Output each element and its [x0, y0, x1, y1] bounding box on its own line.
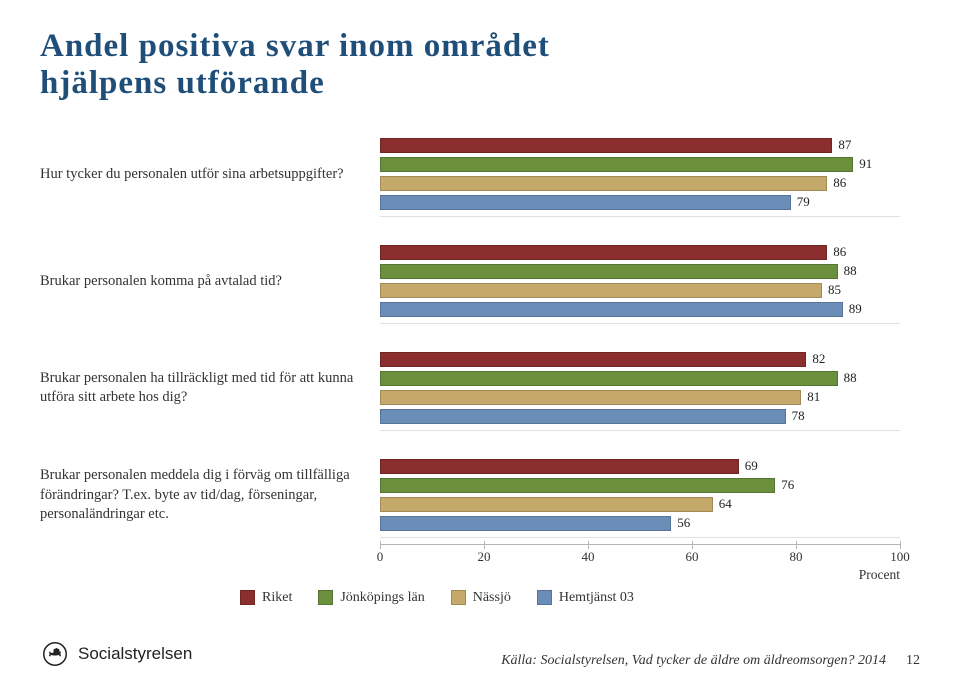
- footer: Socialstyrelsen Källa: Socialstyrelsen, …: [40, 639, 920, 669]
- bar-row: 91: [380, 157, 900, 172]
- question-row: Brukar personalen ha tillräckligt med ti…: [40, 346, 920, 431]
- axis-tick: 60: [686, 545, 699, 565]
- title-line1: Andel positiva svar inom området: [40, 28, 550, 64]
- legend-label: Jönköpings län: [340, 590, 424, 606]
- bar-row: 64: [380, 497, 900, 512]
- axis-tick: 20: [478, 545, 491, 565]
- bar-row: 76: [380, 478, 900, 493]
- bar-group: 69 76 64 56: [380, 453, 900, 538]
- bar: [380, 516, 671, 531]
- legend-swatch: [451, 590, 466, 605]
- bar: [380, 245, 827, 260]
- axis-tick: 100: [890, 545, 910, 565]
- bar-row: 78: [380, 409, 900, 424]
- bar-row: 88: [380, 264, 900, 279]
- bar-value-label: 78: [786, 408, 805, 424]
- legend-item: Riket: [240, 590, 292, 606]
- bar-row: 88: [380, 371, 900, 386]
- axis-tick: 0: [377, 545, 384, 565]
- legend-label: Riket: [262, 590, 292, 606]
- legend-item: Hemtjänst 03: [537, 590, 634, 606]
- bar: [380, 176, 827, 191]
- bar-value-label: 86: [827, 244, 846, 260]
- bar-row: 86: [380, 245, 900, 260]
- bar-row: 56: [380, 516, 900, 531]
- bar-group: 86 88 8589: [380, 239, 900, 324]
- bar-row: 89: [380, 302, 900, 317]
- page-title: Andel positiva svar inom området hjälpen…: [40, 28, 920, 102]
- bar: [380, 409, 786, 424]
- question-label: Brukar personalen meddela dig i förväg o…: [40, 466, 380, 525]
- question-row: Brukar personalen komma på avtalad tid?8…: [40, 239, 920, 324]
- legend-item: Jönköpings län: [318, 590, 424, 606]
- bar-row: 81: [380, 390, 900, 405]
- bar-value-label: 91: [853, 156, 872, 172]
- question-row: Brukar personalen meddela dig i förväg o…: [40, 453, 920, 538]
- axis-tick: 40: [582, 545, 595, 565]
- bar-value-label: 56: [671, 515, 690, 531]
- bar-row: 79: [380, 195, 900, 210]
- bar-value-label: 64: [713, 496, 732, 512]
- bar-value-label: 79: [791, 194, 810, 210]
- legend-swatch: [240, 590, 255, 605]
- page-number: 12: [890, 653, 920, 669]
- slide: Andel positiva svar inom området hjälpen…: [0, 0, 960, 683]
- bar: [380, 283, 822, 298]
- bar-value-label: 85: [822, 282, 841, 298]
- bar: [380, 264, 838, 279]
- bar-value-label: 81: [801, 389, 820, 405]
- bar-value-label: 82: [806, 351, 825, 367]
- title-line2: hjälpens utförande: [40, 65, 325, 101]
- legend-swatch: [318, 590, 333, 605]
- bar: [380, 302, 843, 317]
- bar: [380, 195, 791, 210]
- axis-title: Procent: [859, 567, 900, 583]
- legend-label: Nässjö: [473, 590, 511, 606]
- legend-item: Nässjö: [451, 590, 511, 606]
- bar-chart: Hur tycker du personalen utför sina arbe…: [40, 132, 920, 538]
- socialstyrelsen-icon: [40, 639, 70, 669]
- bar: [380, 497, 713, 512]
- source-text: Källa: Socialstyrelsen, Vad tycker de äl…: [501, 653, 886, 668]
- legend-label: Hemtjänst 03: [559, 590, 634, 606]
- bar-value-label: 76: [775, 477, 794, 493]
- bar-value-label: 88: [838, 263, 857, 279]
- question-label: Hur tycker du personalen utför sina arbe…: [40, 165, 380, 185]
- question-label: Brukar personalen komma på avtalad tid?: [40, 272, 380, 292]
- x-axis: Procent 0 20 40 60 80 100: [40, 544, 920, 584]
- bar-value-label: 69: [739, 458, 758, 474]
- bar-value-label: 86: [827, 175, 846, 191]
- bar-value-label: 89: [843, 301, 862, 317]
- bar-row: 69: [380, 459, 900, 474]
- bar-row: 85: [380, 283, 900, 298]
- bar-group: 8791 86 79: [380, 132, 900, 217]
- bar-row: 86: [380, 176, 900, 191]
- logo-text: Socialstyrelsen: [78, 644, 192, 664]
- bar: [380, 138, 832, 153]
- source-line: Källa: Socialstyrelsen, Vad tycker de äl…: [501, 651, 920, 669]
- bar-row: 87: [380, 138, 900, 153]
- bar-row: 82: [380, 352, 900, 367]
- bar: [380, 459, 739, 474]
- bar-value-label: 87: [832, 137, 851, 153]
- bar: [380, 390, 801, 405]
- bar: [380, 478, 775, 493]
- bar: [380, 371, 838, 386]
- axis-tick: 80: [790, 545, 803, 565]
- question-label: Brukar personalen ha tillräckligt med ti…: [40, 369, 380, 408]
- bar-value-label: 88: [838, 370, 857, 386]
- legend-swatch: [537, 590, 552, 605]
- question-row: Hur tycker du personalen utför sina arbe…: [40, 132, 920, 217]
- bar: [380, 157, 853, 172]
- bar: [380, 352, 806, 367]
- logo: Socialstyrelsen: [40, 639, 192, 669]
- bar-group: 82 88 81 78: [380, 346, 900, 431]
- legend: Riket Jönköpings län Nässjö Hemtjänst 03: [240, 590, 920, 606]
